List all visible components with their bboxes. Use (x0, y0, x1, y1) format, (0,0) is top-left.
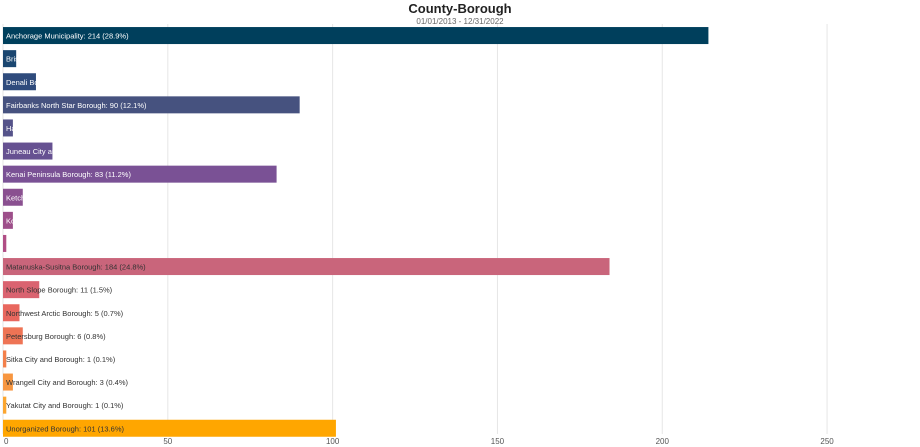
bar[interactable] (3, 304, 20, 322)
bar[interactable] (3, 50, 17, 68)
x-axis-ticks: 0 50 100 150 200 250 (4, 437, 834, 446)
data-label: Juneau City and Borough: 15 (2.0%) (6, 147, 128, 156)
chart-title: County-Borough (408, 1, 512, 16)
data-label: Denali Borough: 10 (1.3%) (6, 78, 95, 87)
data-label: Matanuska-Susitna Borough: 184 (24.8%) (6, 263, 146, 272)
data-label: Ketchikan Gateway Borough: 6 (0.8%) (6, 193, 134, 202)
bar[interactable] (3, 27, 709, 45)
chart-subtitle: 01/01/2013 - 12/31/2022 (416, 17, 504, 26)
x-tick-label: 200 (656, 437, 670, 446)
data-label: Lake and Peninsula Borough: 1 (0.1%) (6, 239, 135, 248)
data-label: Northwest Arctic Borough: 5 (0.7%) (6, 309, 124, 318)
bar[interactable] (3, 350, 7, 368)
bar[interactable] (3, 165, 277, 183)
data-label: Kodiak Island Borough: 3 (0.4%) (6, 216, 114, 225)
data-label: North Slope Borough: 11 (1.5%) (6, 286, 113, 295)
bar[interactable] (3, 119, 13, 137)
bar[interactable] (3, 258, 610, 276)
x-tick-label: 0 (4, 437, 9, 446)
bar[interactable] (3, 142, 53, 160)
x-tick-label: 250 (820, 437, 834, 446)
bar[interactable] (3, 419, 336, 437)
data-label: Fairbanks North Star Borough: 90 (12.1%) (6, 101, 147, 110)
bar[interactable] (3, 73, 36, 91)
bar[interactable] (3, 373, 13, 391)
bar[interactable] (3, 396, 7, 414)
bar[interactable] (3, 327, 23, 345)
data-label: Petersburg Borough: 6 (0.8%) (6, 332, 106, 341)
data-label: Sitka City and Borough: 1 (0.1%) (6, 355, 116, 364)
bars (3, 27, 709, 437)
bar[interactable] (3, 281, 40, 299)
data-label: Unorganized Borough: 101 (13.6%) (6, 424, 124, 433)
bar[interactable] (3, 211, 13, 229)
data-label: Bristol Bay Borough: 4 (0.5%) (6, 55, 105, 64)
data-label: Kenai Peninsula Borough: 83 (11.2%) (6, 170, 131, 179)
data-label: Wrangell City and Borough: 3 (0.4%) (6, 378, 129, 387)
gridlines (2, 24, 828, 434)
bar[interactable] (3, 96, 300, 114)
x-tick-label: 150 (491, 437, 505, 446)
data-label: Yakutat City and Borough: 1 (0.1%) (6, 401, 124, 410)
data-label: Anchorage Municipality: 214 (28.9%) (6, 32, 129, 41)
bar[interactable] (3, 188, 23, 206)
data-labels: Anchorage Municipality: 214 (28.9%) Brist… (6, 32, 147, 434)
x-tick-label: 100 (326, 437, 340, 446)
x-tick-label: 50 (163, 437, 172, 446)
data-label: Haines Borough: 3 (0.4%) (6, 124, 93, 133)
bar[interactable] (3, 234, 7, 252)
